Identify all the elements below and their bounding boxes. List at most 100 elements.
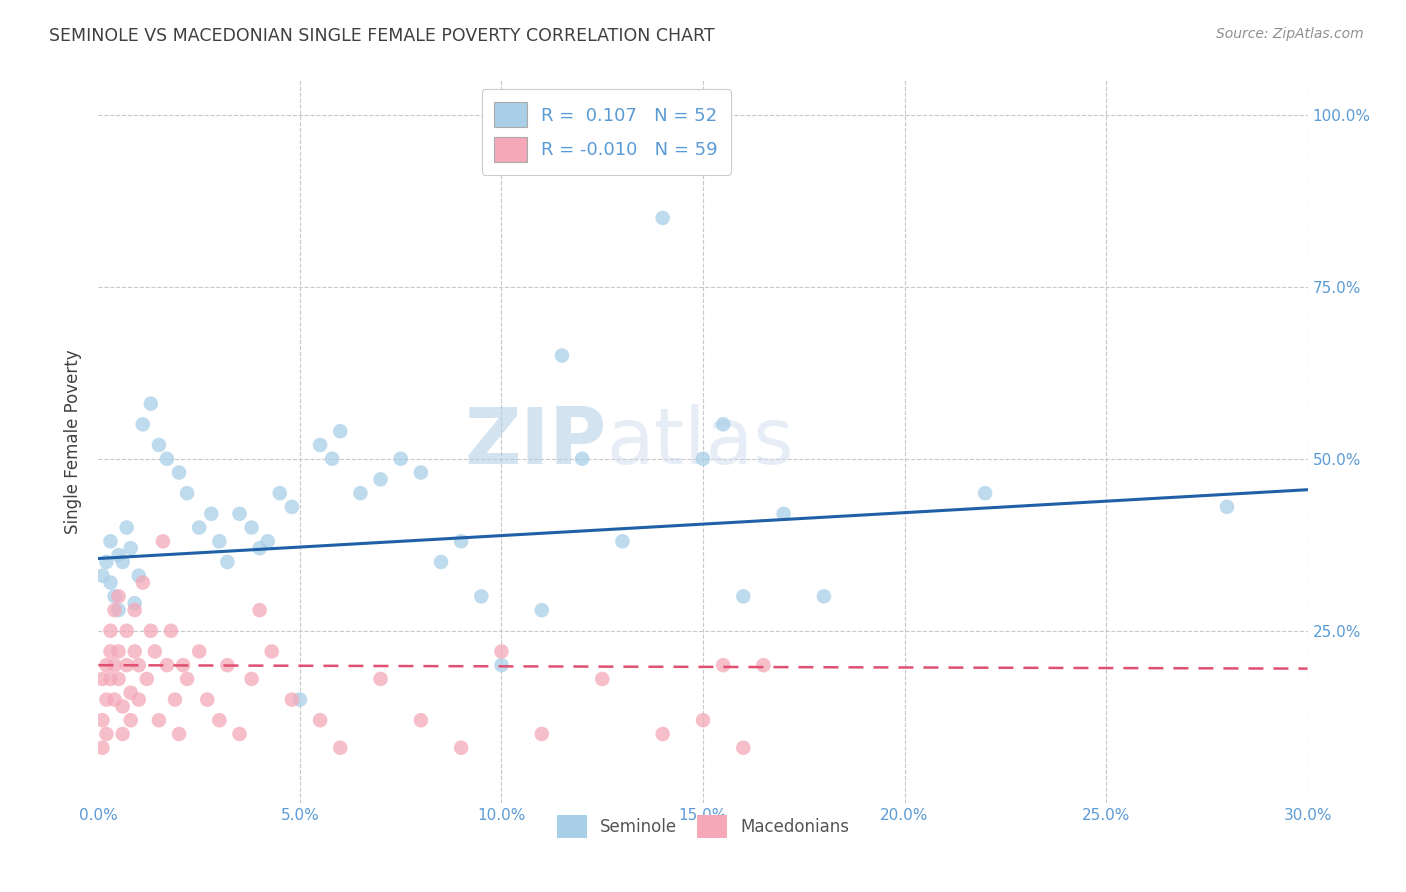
Point <box>651 727 673 741</box>
Point <box>217 658 239 673</box>
Point <box>200 507 222 521</box>
Point <box>430 555 453 569</box>
Point <box>156 451 179 466</box>
Point <box>100 672 122 686</box>
Point <box>711 417 734 432</box>
Point <box>208 713 231 727</box>
Point <box>139 624 162 638</box>
Point <box>228 507 250 521</box>
Point <box>91 740 114 755</box>
Point <box>167 727 190 741</box>
Text: ZIP: ZIP <box>464 403 606 480</box>
Point <box>100 534 122 549</box>
Point <box>148 438 170 452</box>
Legend: Seminole, Macedonians: Seminole, Macedonians <box>550 808 856 845</box>
Point <box>176 672 198 686</box>
Point <box>96 727 118 741</box>
Y-axis label: Single Female Poverty: Single Female Poverty <box>65 350 83 533</box>
Text: SEMINOLE VS MACEDONIAN SINGLE FEMALE POVERTY CORRELATION CHART: SEMINOLE VS MACEDONIAN SINGLE FEMALE POV… <box>49 27 714 45</box>
Point <box>309 713 332 727</box>
Point <box>107 590 129 604</box>
Point <box>450 740 472 755</box>
Point <box>491 644 513 658</box>
Point <box>491 658 513 673</box>
Point <box>163 692 186 706</box>
Point <box>228 727 250 741</box>
Point <box>309 438 332 452</box>
Point <box>974 486 997 500</box>
Point <box>107 672 129 686</box>
Point <box>103 590 125 604</box>
Point <box>115 624 138 638</box>
Point <box>107 603 129 617</box>
Point <box>160 624 183 638</box>
Point <box>591 672 613 686</box>
Point <box>91 713 114 727</box>
Point <box>188 520 211 534</box>
Point <box>269 486 291 500</box>
Point <box>349 486 371 500</box>
Point <box>91 672 114 686</box>
Point <box>208 534 231 549</box>
Point <box>651 211 673 225</box>
Point <box>120 713 142 727</box>
Point <box>139 397 162 411</box>
Point <box>217 555 239 569</box>
Point <box>389 451 412 466</box>
Point <box>132 575 155 590</box>
Point <box>692 713 714 727</box>
Point <box>120 686 142 700</box>
Point <box>733 590 755 604</box>
Point <box>111 555 134 569</box>
Point <box>409 713 432 727</box>
Point <box>100 575 122 590</box>
Point <box>195 692 218 706</box>
Point <box>107 644 129 658</box>
Point <box>124 596 146 610</box>
Point <box>111 699 134 714</box>
Point <box>135 672 157 686</box>
Point <box>329 740 352 755</box>
Point <box>571 451 593 466</box>
Point <box>100 624 122 638</box>
Point <box>96 555 118 569</box>
Point <box>156 658 179 673</box>
Point <box>132 417 155 432</box>
Point <box>128 568 150 582</box>
Point <box>813 590 835 604</box>
Point <box>470 590 492 604</box>
Point <box>111 727 134 741</box>
Point <box>176 486 198 500</box>
Point <box>152 534 174 549</box>
Point <box>370 472 392 486</box>
Point <box>329 424 352 438</box>
Text: Source: ZipAtlas.com: Source: ZipAtlas.com <box>1216 27 1364 41</box>
Point <box>321 451 343 466</box>
Point <box>752 658 775 673</box>
Point <box>172 658 194 673</box>
Point <box>128 658 150 673</box>
Point <box>124 644 146 658</box>
Point <box>530 603 553 617</box>
Point <box>96 658 118 673</box>
Point <box>249 603 271 617</box>
Point <box>91 568 114 582</box>
Point <box>103 658 125 673</box>
Point <box>240 520 263 534</box>
Point <box>281 692 304 706</box>
Point <box>256 534 278 549</box>
Point <box>409 466 432 480</box>
Point <box>530 727 553 741</box>
Point <box>692 451 714 466</box>
Point <box>103 692 125 706</box>
Point <box>167 466 190 480</box>
Point <box>124 603 146 617</box>
Point <box>115 520 138 534</box>
Point <box>188 644 211 658</box>
Point <box>450 534 472 549</box>
Point <box>260 644 283 658</box>
Point <box>128 692 150 706</box>
Point <box>281 500 304 514</box>
Point <box>288 692 311 706</box>
Point <box>120 541 142 556</box>
